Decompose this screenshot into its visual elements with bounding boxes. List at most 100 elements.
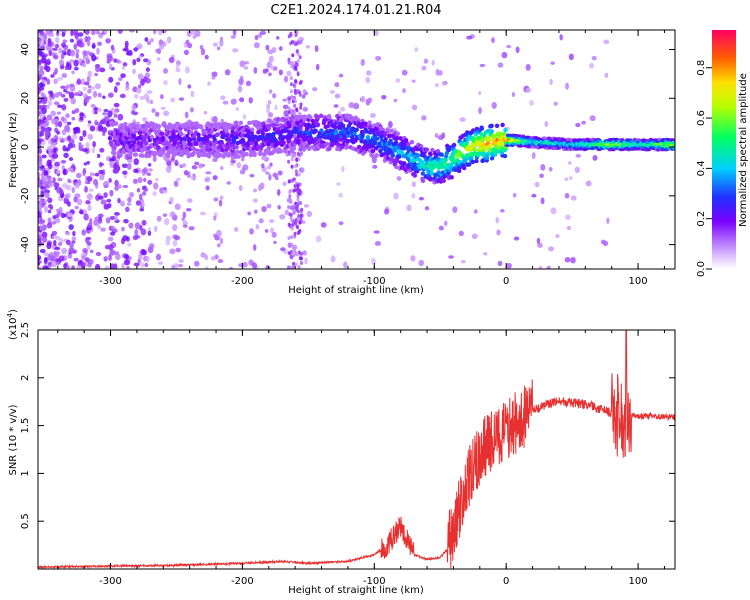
spectrogram-cell	[122, 62, 128, 67]
spectrogram-cell	[234, 135, 239, 140]
spectrogram-cell	[126, 265, 130, 269]
spectrogram-cell	[177, 263, 184, 268]
spectrogram-cell	[260, 131, 266, 136]
spectrogram-cell	[568, 176, 573, 180]
spectrogram-cell	[61, 32, 66, 37]
spectrogram-cell	[296, 218, 300, 223]
spectrogram-cell	[548, 166, 553, 172]
spectrogram-cell	[575, 122, 581, 128]
spectrogram-cell	[38, 237, 42, 242]
spectrogram-cell	[443, 154, 449, 159]
snr-y-multiplier: (x104)	[6, 309, 19, 340]
spectrogram-cell	[69, 138, 75, 144]
spectrogram-cell	[160, 106, 166, 110]
spectrogram-cell	[187, 84, 192, 89]
spectrogram-cell	[431, 59, 435, 66]
spectrogram-cell	[62, 168, 67, 176]
spectrogram-cell	[259, 30, 267, 36]
spectrogram-cell	[175, 60, 181, 66]
spectrogram-cell	[103, 256, 108, 262]
spectrogram-cell	[207, 81, 211, 86]
spectrogram-cell	[42, 199, 47, 204]
spectrogram-cell	[291, 222, 295, 227]
spectrogram-cell	[503, 127, 508, 133]
spectrogram-cell	[65, 239, 71, 245]
spectrogram-cell	[366, 70, 372, 76]
spectrogram-cell	[39, 120, 46, 124]
spectrogram-cell	[298, 36, 303, 41]
spectrogram-cell	[119, 128, 124, 133]
spectrogram-cell	[71, 70, 75, 75]
spectrogram-cell	[174, 137, 179, 142]
spectrogram-cell	[370, 148, 376, 154]
spectrogram-cell	[238, 97, 245, 103]
spectrogram-cell	[495, 217, 499, 224]
spectrogram-cell	[105, 217, 111, 224]
spectrogram-cell	[64, 65, 69, 71]
spectrogram-cell	[243, 66, 249, 70]
spectrogram-cell	[110, 263, 115, 269]
spectrogram-cell	[38, 138, 42, 145]
spectrogram-cell	[290, 250, 294, 255]
spectrogram-cell	[82, 169, 86, 177]
spectrogram-cell	[86, 224, 93, 231]
spectrogram-cell	[196, 132, 201, 137]
spectrogram-cell	[123, 259, 130, 266]
spectrogram-cell	[80, 144, 84, 148]
spectrogram-cell	[41, 231, 48, 239]
spectrogram-cell	[491, 37, 495, 44]
spectrogram-cell	[190, 30, 197, 35]
spectrogram-cell	[291, 146, 297, 151]
spectrogram-cell	[46, 242, 52, 250]
spectrogram-cell	[412, 173, 418, 178]
spectrogram-cell	[305, 44, 311, 49]
spectrogram-cell	[247, 211, 252, 216]
spectrogram-cell	[38, 203, 43, 211]
spectrogram-cell	[261, 163, 265, 169]
spectrogram-cell	[500, 209, 505, 213]
spectrogram-cell	[290, 157, 294, 162]
spectrogram-cell	[127, 163, 132, 170]
spectrogram-cell	[298, 55, 302, 60]
spectrogram-cell	[512, 192, 517, 198]
snr-y-axis-label: SNR (10 * v/v)	[8, 404, 19, 475]
spectrogram-cell	[373, 230, 380, 234]
spectrogram-cell	[174, 203, 181, 210]
spectrogram-cell	[333, 104, 339, 108]
spectrogram-cell	[245, 80, 252, 87]
spectrogram-cell	[69, 243, 75, 248]
spectrogram-cell	[126, 202, 132, 206]
spectrogram-cell	[126, 51, 130, 56]
spectrogram-cell	[181, 137, 186, 142]
spectrogram-cell	[418, 164, 423, 170]
spectrogram-cell	[149, 243, 155, 249]
spectrogram-cell	[212, 157, 218, 162]
spectrogram-cell	[374, 30, 379, 36]
spectrogram-cell	[46, 114, 53, 121]
y-tick-label: 2.5	[20, 322, 31, 338]
spectrogram-cell	[76, 78, 81, 85]
spectrogram-cell	[364, 129, 369, 134]
spectrogram-cell	[296, 52, 300, 57]
colorbar-label: Normalized spectral amplitude	[738, 73, 749, 227]
spectrogram-cell	[46, 78, 51, 85]
spectrogram-cell	[301, 94, 306, 99]
spectrogram-cell	[354, 127, 359, 132]
spectrogram-cell	[474, 158, 479, 164]
spectrogram-cell	[302, 89, 307, 95]
spectrogram-cell	[136, 43, 143, 50]
spectrogram-cell	[299, 40, 303, 45]
spectrogram-cell	[60, 116, 65, 122]
spectrogram-cell	[202, 129, 208, 134]
spectrogram-y-ticks: -40 -20 0 20 40	[20, 43, 675, 253]
spectrogram-cell	[82, 129, 87, 138]
spectrogram-cell	[50, 32, 54, 38]
spectrogram-cell	[299, 102, 303, 107]
spectrogram-cell	[295, 120, 300, 126]
spectrogram-cell	[281, 135, 286, 140]
spectrogram-cell	[124, 40, 129, 48]
spectrogram-cell	[534, 181, 540, 188]
spectrogram-cell	[412, 162, 418, 167]
spectrogram-cell	[156, 215, 162, 222]
spectrogram-cell	[360, 95, 366, 103]
